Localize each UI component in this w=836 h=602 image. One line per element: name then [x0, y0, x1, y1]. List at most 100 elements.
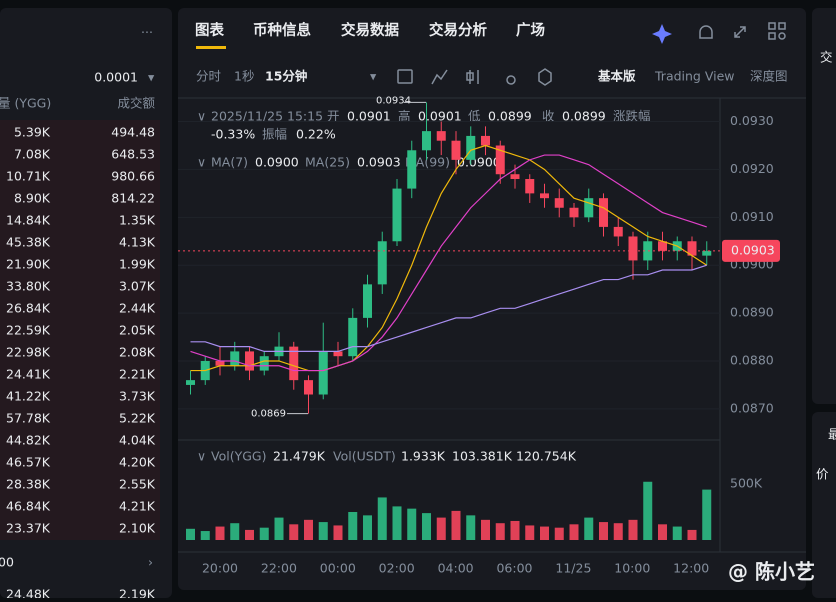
interval[interactable]: 15分钟 — [265, 69, 307, 84]
candle-body — [628, 236, 638, 261]
time-tick: 04:00 — [438, 561, 474, 576]
low-marker: 0.0869 — [251, 409, 286, 420]
volume-bar — [186, 528, 195, 540]
trade-volume: 14.84K — [6, 213, 51, 228]
volume-bar — [392, 506, 402, 540]
tab[interactable]: 广场 — [516, 21, 545, 39]
candle-body — [658, 241, 667, 251]
time-tick: 10:00 — [614, 561, 650, 576]
ohlc-info: 0.0901 — [347, 109, 391, 124]
trade-volume: 28.38K — [6, 477, 51, 492]
volume-tick: 500K — [730, 476, 763, 491]
trade-volume: 24.48K — [6, 587, 51, 599]
candle-body — [333, 351, 343, 357]
trade-amount: 1.35K — [119, 213, 156, 228]
volume-bar — [510, 520, 520, 540]
dropdown-arrow[interactable]: ▾ — [148, 70, 155, 85]
interval[interactable]: 1秒 — [234, 69, 254, 84]
ma-value: 0.0900 — [255, 155, 299, 170]
side-text: 最 — [828, 427, 836, 442]
volume-bar — [407, 508, 417, 540]
time-tick: 00:00 — [320, 561, 356, 576]
ma-value: 0.0903 — [357, 155, 401, 170]
volume-bar — [540, 526, 549, 540]
candle-body — [304, 380, 313, 395]
tab[interactable]: 图表 — [195, 21, 224, 39]
volume-bar — [304, 519, 313, 540]
trade-amount: 4.04K — [119, 433, 156, 448]
chart-panel — [178, 8, 806, 590]
volume-bar — [569, 524, 579, 540]
trade-volume: 24.41K — [6, 367, 51, 382]
trade-volume: 23.37K — [6, 521, 51, 536]
ohlc-info: 0.22% — [296, 127, 336, 142]
candle-body — [584, 198, 594, 218]
precision[interactable]: 0.0001 — [94, 70, 138, 85]
trade-amount: 814.22 — [111, 191, 155, 206]
candle-body — [407, 150, 417, 189]
more-icon[interactable]: ··· — [141, 25, 153, 40]
view-option[interactable]: 深度图 — [750, 69, 788, 84]
trade-amount: 2.08K — [119, 345, 156, 360]
collapse-arrow[interactable]: ∨ — [197, 109, 206, 124]
candle-body — [702, 250, 712, 256]
volume-name: Vol(USDT) — [333, 449, 396, 464]
candle-body — [245, 351, 254, 371]
candle-body — [451, 140, 461, 160]
side-panel-2 — [812, 412, 836, 598]
trade-amount: 3.73K — [119, 389, 156, 404]
trade-amount: 494.48 — [111, 125, 155, 140]
volume-bar — [200, 531, 210, 540]
volume-bar — [702, 489, 712, 540]
trade-amount: 2.55K — [119, 477, 156, 492]
ohlc-info: 0.0901 — [418, 109, 462, 124]
view-option[interactable]: Trading View — [654, 69, 735, 84]
tab[interactable]: 交易数据 — [341, 21, 399, 39]
volume-name: Vol(YGG) — [211, 449, 266, 464]
volume-bar — [422, 513, 431, 540]
tab[interactable]: 币种信息 — [253, 21, 311, 39]
chevron[interactable]: › — [148, 555, 153, 570]
volume-bar — [363, 515, 372, 540]
volume-bar — [554, 527, 564, 540]
price-tick: 0.0930 — [730, 113, 774, 128]
volume-bar — [377, 497, 387, 540]
price-tick: 0.0890 — [730, 305, 774, 320]
price-tick: 0.0920 — [730, 161, 774, 176]
volume-bar — [348, 512, 358, 540]
volume-bar — [687, 529, 697, 540]
candle-body — [230, 351, 240, 366]
time-tick: 11/25 — [555, 561, 591, 576]
trade-volume: 46.57K — [6, 455, 51, 470]
trade-volume: 46.84K — [6, 499, 51, 514]
ohlc-info: 0.0899 — [488, 109, 532, 124]
trade-amount: 5.22K — [119, 411, 156, 426]
volume-bar — [584, 517, 594, 540]
time-tick: 02:00 — [379, 561, 415, 576]
trade-volume: 8.90K — [14, 191, 51, 206]
side-panel — [812, 8, 836, 404]
candle-body — [289, 346, 299, 381]
trade-volume: 22.59K — [6, 323, 51, 338]
volume-bar — [643, 481, 653, 540]
ohlc-info: 0.0899 — [562, 109, 606, 124]
candle-body — [613, 226, 623, 237]
toolbar-icons[interactable] — [397, 22, 786, 86]
ohlc-info: 涨跌幅 — [613, 109, 651, 124]
candle-body — [348, 317, 358, 357]
time-tick: 20:00 — [202, 561, 238, 576]
dropdown-arrow[interactable]: ▾ — [370, 69, 377, 84]
trade-amount: 648.53 — [111, 147, 155, 162]
candle-body — [466, 135, 476, 160]
trade-amount: 980.66 — [111, 169, 155, 184]
collapse-arrow[interactable]: ∨ — [197, 449, 206, 464]
view-option[interactable]: 基本版 — [597, 69, 636, 84]
ai-icon[interactable] — [652, 24, 672, 44]
volume-bar — [525, 525, 535, 540]
collapse-arrow[interactable]: ∨ — [197, 155, 206, 170]
time-tick: 06:00 — [496, 561, 532, 576]
interval[interactable]: 分时 — [196, 69, 222, 84]
tab[interactable]: 交易分析 — [429, 21, 487, 39]
ma-name: MA(25) — [305, 155, 350, 170]
